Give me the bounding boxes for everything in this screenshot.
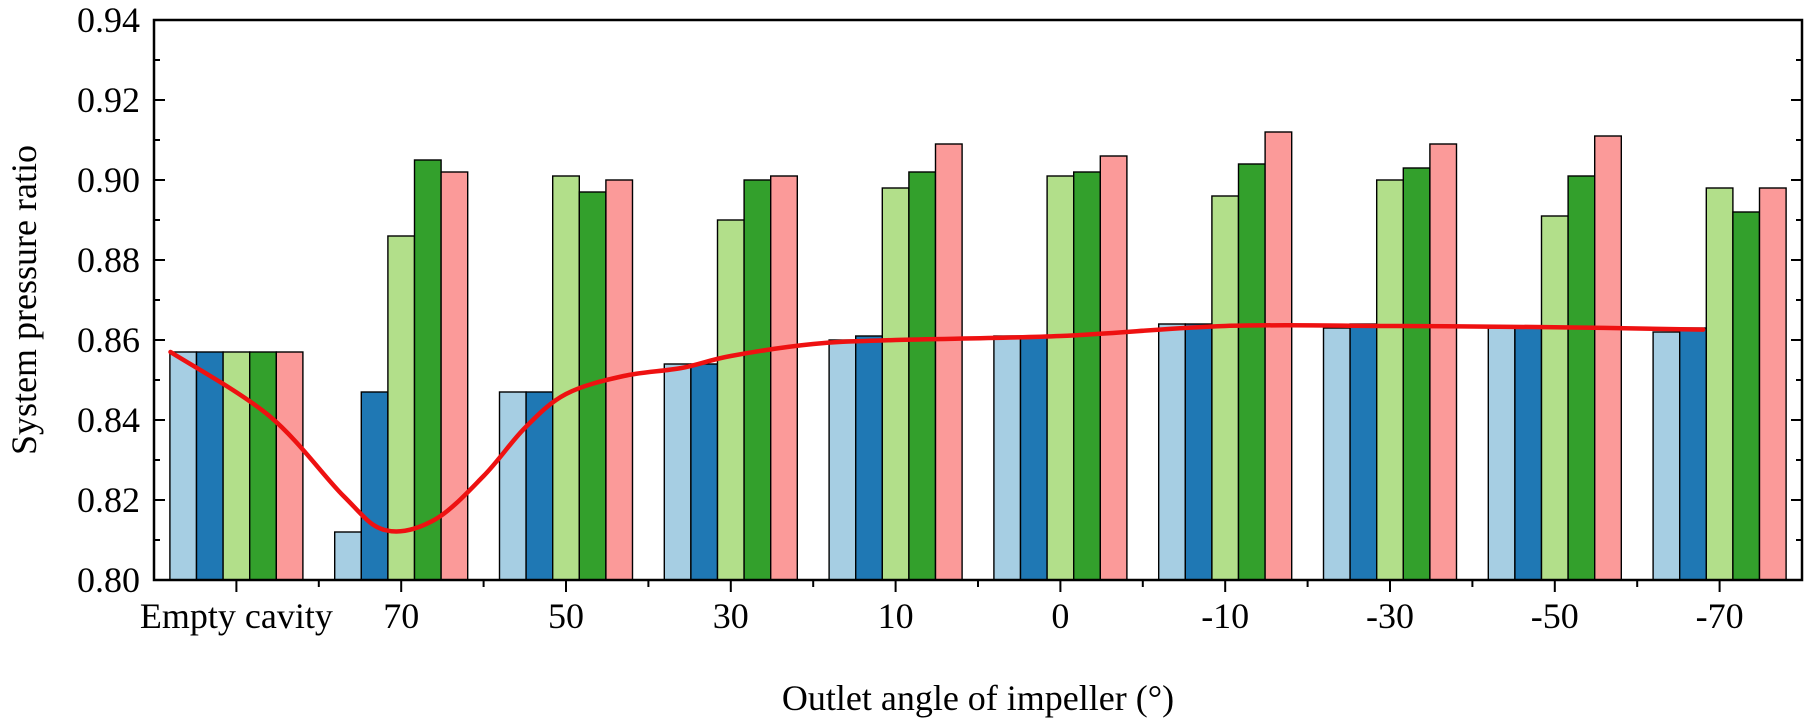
bar-series-4-7 bbox=[1402, 167, 1431, 581]
bar-series-3-6 bbox=[1211, 195, 1240, 581]
bar-series-1-3 bbox=[663, 363, 692, 581]
bar-series-4-4 bbox=[908, 171, 937, 581]
x-tick-label: -50 bbox=[1531, 596, 1579, 636]
bar-series-2-8 bbox=[1514, 327, 1543, 581]
bars bbox=[169, 131, 1787, 581]
x-tick-label: -30 bbox=[1366, 596, 1414, 636]
y-tick-label: 0.90 bbox=[77, 160, 140, 200]
bar-series-2-7 bbox=[1349, 323, 1378, 581]
x-tick-label: Empty cavity bbox=[140, 596, 333, 636]
bar-series-3-2 bbox=[552, 175, 581, 581]
trend-line bbox=[168, 322, 1706, 534]
bar-series-5-1 bbox=[440, 171, 469, 581]
bar-series-4-0 bbox=[248, 351, 277, 581]
bar-series-4-6 bbox=[1237, 163, 1266, 581]
bar-series-2-1 bbox=[360, 391, 389, 581]
y-tick-labels: 0.80 0.82 0.84 0.86 0.88 0.90 0.92 0.94 bbox=[77, 0, 140, 600]
bar-series-5-5 bbox=[1099, 155, 1128, 581]
bar-series-3-9 bbox=[1705, 187, 1734, 581]
bar-series-2-6 bbox=[1184, 323, 1213, 581]
bar-series-3-7 bbox=[1375, 179, 1404, 581]
bar-series-1-1 bbox=[334, 531, 363, 581]
bar-series-4-8 bbox=[1567, 175, 1596, 581]
y-tick-label: 0.80 bbox=[77, 560, 140, 600]
y-tick-label: 0.86 bbox=[77, 320, 140, 360]
bar-series-1-5 bbox=[993, 335, 1022, 581]
bar-series-1-7 bbox=[1322, 327, 1351, 581]
bar-series-5-0 bbox=[275, 351, 304, 581]
bar-series-3-5 bbox=[1046, 175, 1075, 581]
bar-series-1-8 bbox=[1487, 327, 1516, 581]
bar-series-2-0 bbox=[195, 351, 224, 581]
bar-series-3-8 bbox=[1540, 215, 1569, 581]
bar-series-5-8 bbox=[1593, 135, 1622, 581]
bar-series-3-1 bbox=[387, 235, 416, 581]
bar-series-3-3 bbox=[716, 219, 745, 581]
x-tick-labels: Empty cavity 70 50 30 10 0 -10 -30 -50 -70 bbox=[140, 596, 1744, 636]
bar-series-5-4 bbox=[934, 143, 963, 581]
bar-series-1-9 bbox=[1652, 331, 1681, 581]
bar-series-1-4 bbox=[828, 339, 857, 581]
bar-series-4-3 bbox=[743, 179, 772, 581]
x-tick-label: -70 bbox=[1696, 596, 1744, 636]
y-tick-label: 0.82 bbox=[77, 480, 140, 520]
y-tick-label: 0.88 bbox=[77, 240, 140, 280]
x-tick-label: 50 bbox=[548, 596, 584, 636]
bar-series-1-0 bbox=[169, 351, 198, 581]
bar-series-4-9 bbox=[1732, 211, 1761, 581]
bar-series-3-4 bbox=[881, 187, 910, 581]
bar-series-5-3 bbox=[770, 175, 799, 581]
axis-ticks bbox=[154, 19, 1802, 592]
bar-series-2-9 bbox=[1678, 327, 1707, 581]
trend-line-layer bbox=[168, 322, 1706, 534]
y-tick-label: 0.94 bbox=[77, 0, 140, 40]
bar-series-2-5 bbox=[1019, 335, 1048, 581]
x-tick-label: 10 bbox=[878, 596, 914, 636]
x-axis-title: Outlet angle of impeller (°) bbox=[782, 678, 1174, 718]
x-tick-label: 0 bbox=[1051, 596, 1069, 636]
bar-series-2-3 bbox=[690, 363, 719, 581]
bar-series-1-6 bbox=[1157, 323, 1186, 581]
bar-series-4-5 bbox=[1072, 171, 1101, 581]
bar-series-5-6 bbox=[1264, 131, 1293, 581]
bar-series-1-2 bbox=[498, 391, 527, 581]
y-tick-label: 0.92 bbox=[77, 80, 140, 120]
x-tick-label: 30 bbox=[713, 596, 749, 636]
x-tick-label: -10 bbox=[1201, 596, 1249, 636]
bar-series-2-4 bbox=[855, 335, 884, 581]
bar-series-5-9 bbox=[1758, 187, 1787, 581]
y-axis-title: System pressure ratio bbox=[4, 145, 44, 455]
y-tick-label: 0.84 bbox=[77, 400, 140, 440]
x-tick-label: 70 bbox=[383, 596, 419, 636]
bar-series-5-7 bbox=[1429, 143, 1458, 581]
